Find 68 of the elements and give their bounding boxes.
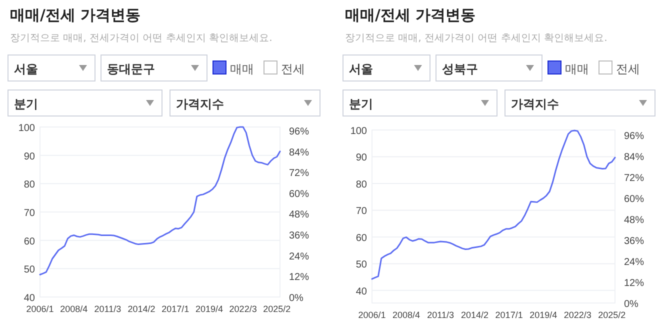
x-tick-label: 2022/3: [229, 304, 257, 314]
y-tick-label: 100: [350, 126, 368, 137]
y2-tick-label: 0%: [624, 299, 639, 310]
y2-tick-label: 72%: [289, 168, 310, 180]
x-tick-label: 2011/3: [427, 310, 454, 320]
chart-subtitle: 장기적으로 매매, 전세가격이 어떤 추세인지 확인해보세요.: [10, 33, 272, 44]
y2-tick-label: 48%: [289, 210, 310, 221]
x-tick-label: 2008/4: [60, 304, 88, 314]
x-tick-label: 2019/4: [530, 310, 558, 320]
y-tick-label: 50: [356, 260, 368, 271]
y2-tick-label: 12%: [624, 278, 644, 290]
y-tick-label: 40: [356, 286, 368, 298]
x-tick-label: 2022/3: [564, 310, 592, 320]
chart-title: 매매/전세 가격변동: [345, 6, 476, 24]
y2-tick-label: 84%: [624, 152, 644, 164]
x-tick-label: 2014/2: [128, 304, 156, 314]
legend: 매매: [212, 60, 254, 76]
text: 분기: [349, 97, 373, 111]
text: 전세: [281, 62, 305, 76]
y2-tick-label: 60%: [289, 188, 310, 200]
y2-tick-label: 24%: [289, 251, 310, 262]
y2-tick-label: 84%: [289, 147, 310, 158]
text: 가격지수: [176, 97, 224, 111]
x-tick-label: 2017/1: [495, 310, 523, 320]
y-tick-label: 90: [356, 152, 368, 164]
x-tick-label: 2006/1: [26, 304, 54, 314]
y-tick-label: 80: [356, 179, 368, 190]
y2-tick-label: 72%: [624, 173, 644, 184]
legend-label: 매매: [230, 62, 254, 76]
y2-tick-label: 36%: [624, 236, 644, 248]
y2-tick-label: 36%: [289, 230, 310, 242]
x-tick-label: 2017/1: [162, 304, 190, 314]
y2-tick-label: 0%: [289, 293, 304, 304]
x-tick-label: 2025/2: [598, 310, 626, 320]
text: 가격지수: [511, 97, 559, 111]
legend: 매매: [548, 60, 589, 76]
y2-tick-label: 60%: [624, 194, 644, 206]
x-tick-label: 2019/4: [195, 304, 223, 314]
line-series: [371, 130, 616, 280]
y2-tick-label: 12%: [289, 272, 310, 284]
x-tick-label: 2014/2: [461, 310, 489, 320]
y2-tick-label: 48%: [624, 215, 644, 226]
line-series: [39, 126, 281, 276]
chart-title: 매매/전세 가격변동: [10, 6, 141, 24]
y-tick-label: 100: [18, 123, 36, 134]
y2-tick-label: 24%: [624, 257, 644, 268]
x-tick-label: 2006/1: [358, 310, 386, 320]
legend-label: 매매: [565, 62, 589, 76]
y-tick-label: 70: [24, 208, 36, 219]
text: 동대문구: [107, 62, 155, 76]
y2-tick-label: 96%: [289, 126, 310, 138]
chart-subtitle: 장기적으로 매매, 전세가격이 어떤 추세인지 확인해보세요.: [345, 33, 608, 44]
y-tick-label: 40: [24, 293, 36, 304]
text: 분기: [14, 97, 38, 111]
y-tick-label: 70: [356, 206, 368, 218]
y-tick-label: 60: [24, 236, 36, 248]
y-tick-label: 60: [356, 232, 368, 244]
y2-tick-label: 96%: [624, 131, 644, 142]
x-tick-label: 2011/3: [94, 304, 122, 314]
text: 성북구: [442, 62, 478, 76]
x-tick-label: 2025/2: [263, 304, 291, 314]
text: 서울: [14, 62, 38, 76]
text: 전세: [616, 62, 640, 76]
y-tick-label: 50: [24, 264, 36, 276]
y-tick-label: 80: [24, 180, 36, 191]
y-tick-label: 90: [24, 151, 36, 162]
x-tick-label: 2008/4: [392, 310, 420, 320]
text: 서울: [349, 62, 373, 76]
